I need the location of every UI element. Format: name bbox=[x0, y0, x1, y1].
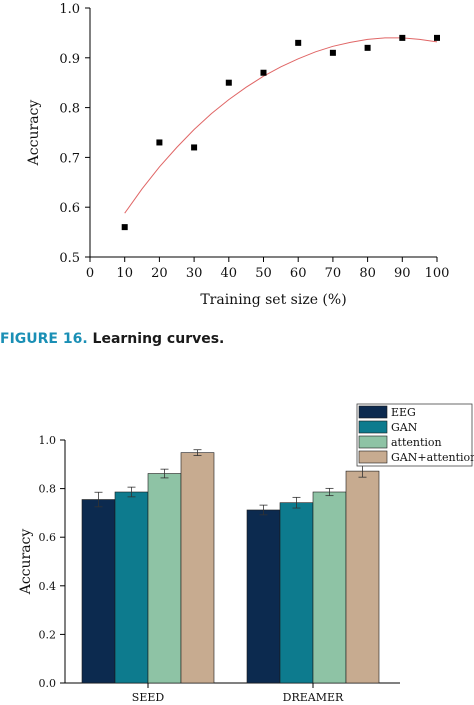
data-point bbox=[191, 144, 198, 151]
bar bbox=[180, 452, 215, 684]
y-tick-label: 0.2 bbox=[39, 628, 57, 641]
x-tick-label: 60 bbox=[290, 266, 307, 281]
y-tick-label: 0.9 bbox=[59, 52, 80, 67]
legend-label: GAN bbox=[391, 421, 418, 434]
legend-swatch bbox=[358, 420, 388, 434]
figure-caption: FIGURE 16. Learning curves. bbox=[0, 331, 224, 347]
x-axis-title: Training set size (%) bbox=[200, 292, 346, 308]
bar bbox=[279, 502, 314, 684]
x-tick-label: 90 bbox=[394, 266, 411, 281]
legend-label: attention bbox=[391, 436, 442, 449]
data-point bbox=[329, 49, 336, 56]
bar bbox=[114, 491, 149, 684]
data-point bbox=[364, 44, 371, 51]
data-point bbox=[121, 224, 128, 231]
x-tick-label: SEED bbox=[132, 691, 165, 704]
data-point bbox=[225, 79, 232, 86]
legend-swatch bbox=[358, 435, 388, 449]
figure-caption-text: Learning curves. bbox=[92, 331, 225, 347]
y-tick-label: 0.6 bbox=[59, 201, 80, 216]
bar bbox=[147, 473, 182, 684]
y-axis-title: Accuracy bbox=[18, 529, 34, 596]
y-tick-label: 1.0 bbox=[39, 434, 57, 447]
x-tick-label: 10 bbox=[116, 266, 133, 281]
data-point bbox=[156, 139, 163, 146]
bar bbox=[81, 499, 116, 684]
x-tick-label: 0 bbox=[86, 266, 94, 281]
data-point bbox=[434, 34, 440, 41]
x-tick-label: 50 bbox=[255, 266, 272, 281]
x-tick-label: 100 bbox=[425, 266, 450, 281]
bar bbox=[312, 491, 347, 684]
x-tick-label: 20 bbox=[151, 266, 168, 281]
fit-curve-line bbox=[124, 37, 438, 214]
bar bbox=[246, 509, 281, 684]
x-tick-label: 30 bbox=[186, 266, 203, 281]
x-tick-label: 80 bbox=[359, 266, 376, 281]
bar bbox=[345, 470, 380, 684]
y-tick-label: 0.6 bbox=[39, 531, 57, 544]
x-tick-label: 70 bbox=[325, 266, 342, 281]
y-tick-label: 0.5 bbox=[59, 251, 80, 266]
y-tick-label: 0.8 bbox=[39, 483, 57, 496]
data-point bbox=[295, 39, 302, 46]
y-tick-label: 0.0 bbox=[39, 677, 57, 690]
legend-label: GAN+attention bbox=[391, 451, 474, 464]
figure-label: FIGURE 16. bbox=[0, 331, 88, 347]
data-point bbox=[399, 34, 406, 41]
x-tick-label: DREAMER bbox=[283, 691, 344, 704]
y-tick-label: 0.7 bbox=[59, 151, 80, 166]
legend-label: EEG bbox=[391, 406, 416, 419]
x-tick-label: 40 bbox=[221, 266, 238, 281]
y-axis-title: Accuracy bbox=[26, 100, 42, 167]
learning-curve-chart: 0.5 0.6 0.7 0.8 0.9 1.0 0 10 20 30 40 50 60 70 80 90 100… bbox=[26, 2, 450, 308]
y-tick-label: 1.0 bbox=[59, 2, 80, 17]
data-point bbox=[260, 69, 267, 76]
legend-swatch bbox=[358, 405, 388, 419]
legend-swatch bbox=[358, 450, 388, 464]
y-tick-label: 0.8 bbox=[59, 102, 80, 117]
y-tick-label: 0.4 bbox=[39, 580, 57, 593]
legend-box bbox=[356, 403, 473, 467]
